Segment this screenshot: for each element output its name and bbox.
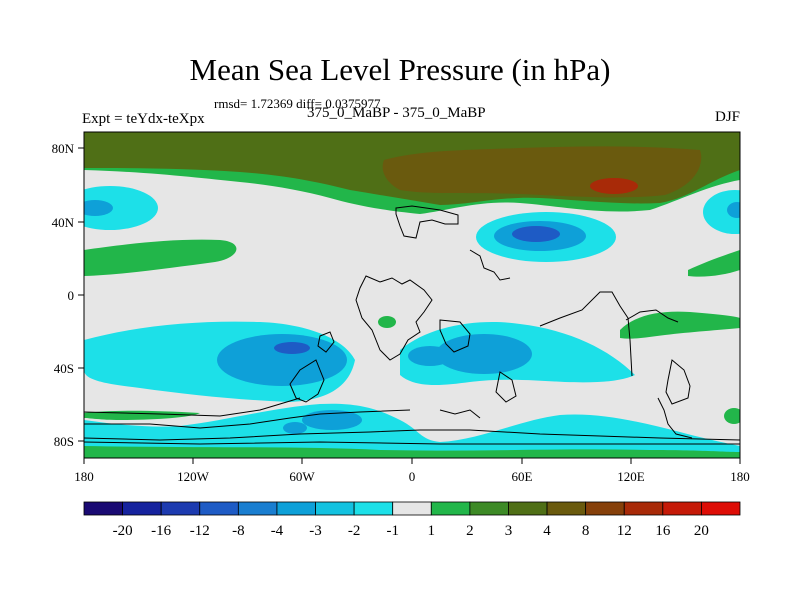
coastlines <box>84 205 740 445</box>
plot-title: Mean Sea Level Pressure (in hPa) <box>189 52 611 87</box>
low-north-pacific <box>84 186 158 230</box>
colorbar-label-13: 12 <box>617 523 632 539</box>
pressure-difference-field <box>84 132 740 458</box>
lat-tick-80s: 80S <box>54 434 74 449</box>
low-south-pacific-core <box>274 342 310 354</box>
colorbar-labels: -20 -16 -12 -8 -4 -3 -2 -1 1 2 3 4 8 12 16 20 <box>113 523 709 539</box>
colorbar-box-15 <box>662 501 702 516</box>
colorbar-label-7: -1 <box>386 523 399 539</box>
colorbar-label-12: 8 <box>582 523 590 539</box>
green-east-edge <box>724 408 740 424</box>
colorbar-box-7 <box>353 501 394 516</box>
colorbar-box-13 <box>585 501 625 516</box>
lon-tick-120e: 120E <box>617 469 645 484</box>
lon-tick-120w: 120W <box>177 469 210 484</box>
colorbar-label-5: -3 <box>309 523 322 539</box>
season-label: DJF <box>714 109 740 125</box>
lat-tick-40s: 40S <box>54 361 74 376</box>
colorbar-box-0 <box>83 501 123 516</box>
colorbar-label-2: -12 <box>190 523 210 539</box>
green-north-pacific-tongue <box>84 239 237 276</box>
low-north-pacific-core <box>84 200 113 216</box>
comparison-label: 375_0_MaBP - 375_0_MaBP <box>307 105 486 121</box>
colorbar-box-9 <box>430 501 471 516</box>
colorbar-label-6: -2 <box>348 523 361 539</box>
colorbar: -20 -16 -12 -8 -4 -3 -2 -1 1 2 3 4 8 12 16 20 <box>83 501 741 539</box>
colorbar-box-16 <box>701 501 741 516</box>
lon-tick-60w: 60W <box>289 469 315 484</box>
colorbar-label-14: 16 <box>655 523 671 539</box>
low-south-pacific-mid <box>217 334 347 386</box>
red-north-core <box>590 178 638 194</box>
experiment-label: Expt = teYdx-teXpx <box>82 111 205 127</box>
low-antarctic-core <box>302 410 362 430</box>
lon-tick-180e: 180 <box>730 469 750 484</box>
lon-tick-60e: 60E <box>512 469 533 484</box>
green-antarctic <box>84 446 740 458</box>
brown-north-region <box>382 146 702 198</box>
stats-label: rmsd= 1.72369 diff= 0.0375977 <box>214 96 381 111</box>
colorbar-label-1: -16 <box>151 523 171 539</box>
lat-tick-80n: 80N <box>52 141 75 156</box>
low-north-atlantic-core <box>512 226 560 242</box>
low-east-edge-core <box>727 202 740 218</box>
green-small-patch <box>378 316 396 328</box>
lat-tick-0: 0 <box>68 288 75 303</box>
green-south-east <box>620 311 740 339</box>
low-south-atlantic-mid2 <box>408 346 452 366</box>
colorbar-boxes <box>83 501 741 516</box>
low-antarctic-core2 <box>283 422 307 434</box>
colorbar-label-11: 4 <box>543 523 551 539</box>
colorbar-label-10: 3 <box>505 523 513 539</box>
colorbar-label-4: -4 <box>271 523 284 539</box>
lat-tick-labels: 80N 40N 0 40S 80S <box>52 141 75 449</box>
colorbar-box-3 <box>199 501 239 516</box>
colorbar-box-1 <box>122 501 162 516</box>
axis-ticks <box>78 147 741 464</box>
colorbar-label-9: 2 <box>466 523 474 539</box>
colorbar-label-0: -20 <box>113 523 133 539</box>
colorbar-box-10 <box>469 501 509 516</box>
lon-tick-180w: 180 <box>74 469 94 484</box>
low-east-edge <box>703 190 740 234</box>
colorbar-box-11 <box>508 501 548 516</box>
colorbar-box-6 <box>315 501 355 516</box>
green-east-tongue <box>688 250 740 277</box>
low-south-atlantic-mid <box>436 334 532 374</box>
colorbar-box-2 <box>160 501 201 516</box>
colorbar-box-4 <box>237 501 278 516</box>
colorbar-label-3: -8 <box>232 523 245 539</box>
colorbar-label-15: 20 <box>694 523 709 539</box>
colorbar-box-14 <box>623 501 664 516</box>
lat-tick-40n: 40N <box>52 215 75 230</box>
colorbar-box-5 <box>276 501 316 516</box>
colorbar-box-8 <box>392 501 432 516</box>
colorbar-box-12 <box>546 501 587 516</box>
lon-tick-labels: 180 120W 60W 0 60E 120E 180 <box>74 469 750 484</box>
colorbar-label-8: 1 <box>428 523 436 539</box>
lon-tick-0: 0 <box>409 469 416 484</box>
